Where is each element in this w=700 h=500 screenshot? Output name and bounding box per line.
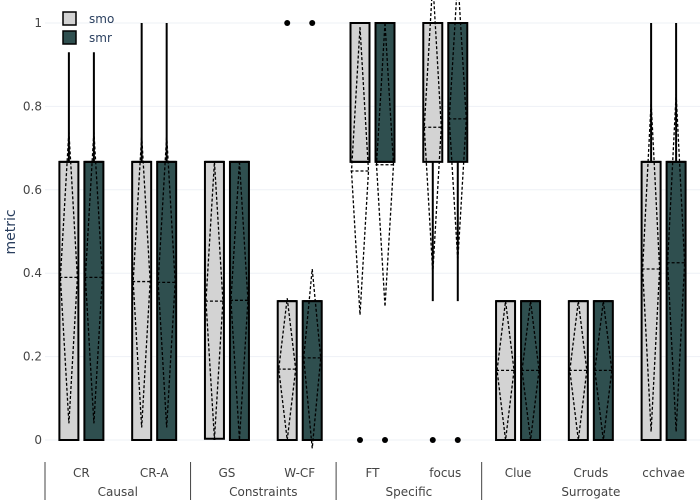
box-smr-Cruds: [592, 300, 614, 441]
box-body: [203, 160, 225, 440]
sd-diamond: [521, 301, 540, 441]
box-smr-CR: [83, 52, 105, 441]
box-body: [301, 300, 323, 441]
y-axis-title: metric: [3, 209, 19, 254]
box-smo-focus: [422, 0, 444, 443]
sd-diamond: [496, 301, 515, 441]
box-body: [58, 160, 80, 441]
box-smo-GS: [203, 160, 225, 440]
box-smo-Clue: [495, 300, 517, 441]
sd-diamond: [594, 301, 613, 441]
box-body: [83, 160, 105, 441]
sd-diamond: [423, 0, 442, 274]
x-tick-label: FT: [365, 466, 380, 480]
box-smr-CR-A: [156, 23, 178, 441]
box-smr-Clue: [520, 300, 542, 441]
x-tick-label: W-CF: [284, 466, 315, 480]
x-group-label: Surrogate: [561, 485, 620, 499]
box-smr-focus: [447, 0, 469, 443]
legend-label: smo: [89, 12, 114, 26]
y-tick-label: 0: [34, 433, 42, 447]
sd-diamond: [641, 102, 661, 432]
x-tick-label: CR: [73, 466, 90, 480]
box-smo-FT: [349, 22, 371, 443]
boxes: [58, 0, 687, 449]
box-smo-CR-A: [131, 23, 153, 441]
box-smo-CR: [58, 52, 80, 441]
legend-swatch: [62, 30, 77, 45]
box-smr-cchvae: [665, 23, 687, 441]
sd-diamond: [230, 161, 249, 441]
outlier-point: [357, 437, 363, 443]
box-smo-W-CF: [276, 20, 298, 441]
legend-swatch: [62, 11, 77, 26]
outlier-point: [382, 437, 388, 443]
x-tick-label: GS: [218, 466, 235, 480]
outlier-point: [454, 437, 461, 443]
box-smr-FT: [374, 22, 396, 443]
outlier-point: [284, 20, 291, 26]
sd-diamond: [278, 298, 297, 441]
box-body: [276, 300, 298, 441]
sd-diamond: [303, 268, 322, 449]
x-group-label: Causal: [98, 485, 138, 499]
sd-diamond: [569, 301, 588, 441]
x-tick-label: cchvae: [642, 466, 685, 480]
x-tick-label: Clue: [505, 466, 532, 480]
sd-diamond: [666, 93, 686, 432]
box-body: [374, 22, 396, 163]
y-tick-label: 0.6: [23, 183, 42, 197]
outlier-point: [429, 437, 436, 443]
x-tick-label: CR-A: [140, 466, 169, 480]
x-tick-label: Cruds: [573, 466, 608, 480]
grid-lines: [45, 22, 700, 441]
box-smo-cchvae: [640, 23, 662, 441]
box-smr-W-CF: [301, 20, 323, 449]
box-body: [156, 160, 178, 441]
sd-diamond: [59, 131, 79, 424]
sd-diamond: [205, 161, 224, 439]
sd-diamond: [132, 135, 151, 428]
x-group-label: Constraints: [229, 485, 297, 499]
x-group-label: Specific: [386, 485, 433, 499]
sd-diamond: [157, 135, 176, 428]
sd-diamond: [350, 27, 370, 315]
sd-diamond: [84, 131, 104, 424]
y-tick-label: 0.8: [23, 99, 42, 113]
box-smo-Cruds: [567, 300, 589, 441]
outlier-point: [309, 20, 316, 26]
x-axis: CR CR-A GS W-CF FT focus Clue Cruds cchvae Causal…: [44, 462, 685, 500]
y-tick-label: 0.2: [23, 350, 42, 364]
legend: smo smr: [62, 11, 114, 45]
y-tick-label: 1: [34, 16, 42, 30]
y-tick-label: 0.4: [23, 266, 42, 280]
y-axis-ticks: 0 0.2 0.4 0.6 0.8 1: [23, 16, 42, 447]
legend-label: smr: [89, 31, 112, 45]
box-smr-GS: [228, 160, 250, 441]
box-body: [131, 160, 153, 441]
x-tick-label: focus: [429, 466, 461, 480]
